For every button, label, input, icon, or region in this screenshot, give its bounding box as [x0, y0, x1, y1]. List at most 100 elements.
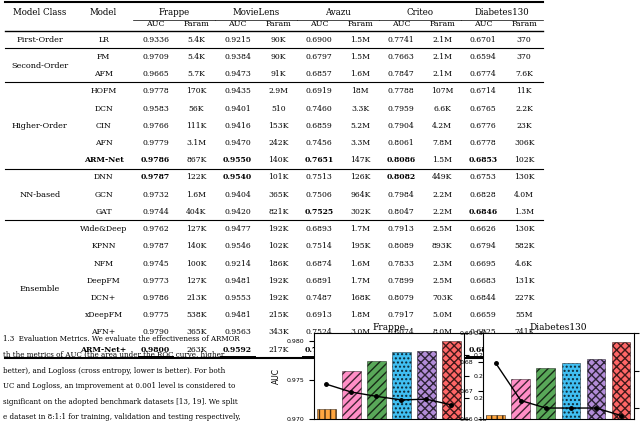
- Y-axis label: AUC: AUC: [271, 368, 280, 384]
- Text: 867K: 867K: [186, 156, 207, 164]
- Text: 168K: 168K: [350, 294, 371, 302]
- Text: 0.9384: 0.9384: [224, 53, 251, 61]
- Text: DeepFM: DeepFM: [87, 277, 120, 285]
- Text: Higher-Order: Higher-Order: [12, 122, 68, 130]
- Bar: [612, 342, 630, 419]
- Text: 0.9336: 0.9336: [142, 36, 169, 44]
- Text: 11K: 11K: [516, 87, 532, 95]
- Bar: [442, 341, 461, 419]
- Text: 217K: 217K: [268, 346, 289, 353]
- Text: 1.5M: 1.5M: [432, 156, 452, 164]
- Text: 4.6K: 4.6K: [515, 260, 533, 267]
- Text: 127K: 127K: [186, 277, 207, 285]
- Text: better), and Logloss (cross entropy, lower is better). For both: better), and Logloss (cross entropy, low…: [3, 367, 225, 375]
- Text: 365K: 365K: [186, 329, 207, 336]
- Text: 0.7833: 0.7833: [388, 260, 415, 267]
- Text: 370: 370: [516, 53, 532, 61]
- Text: 0.8047: 0.8047: [388, 208, 415, 216]
- Text: 0.6891: 0.6891: [306, 277, 333, 285]
- Text: 0.9473: 0.9473: [224, 70, 251, 78]
- Text: 0.6828: 0.6828: [470, 190, 497, 199]
- Text: 0.9779: 0.9779: [142, 139, 169, 147]
- Text: 1.3M: 1.3M: [432, 346, 452, 353]
- Text: Ensemble: Ensemble: [20, 286, 60, 293]
- Y-axis label: Logloss: Logloss: [490, 362, 499, 390]
- Text: 0.9709: 0.9709: [142, 53, 169, 61]
- Text: 2.2K: 2.2K: [515, 104, 533, 113]
- Text: 0.6778: 0.6778: [470, 139, 497, 147]
- Text: 0.7899: 0.7899: [388, 277, 415, 285]
- Text: 0.9762: 0.9762: [142, 225, 169, 233]
- Text: 0.7917: 0.7917: [388, 311, 415, 319]
- Text: 0.6919: 0.6919: [306, 87, 333, 95]
- Text: 0.9540: 0.9540: [223, 173, 252, 181]
- Text: MovieLens: MovieLens: [232, 8, 280, 17]
- Text: 0.6797: 0.6797: [306, 53, 333, 61]
- Text: 0.6776: 0.6776: [470, 122, 497, 130]
- Text: Param: Param: [429, 19, 455, 28]
- Text: 153K: 153K: [268, 122, 289, 130]
- Text: 0.9766: 0.9766: [142, 122, 169, 130]
- Text: 0.9773: 0.9773: [142, 277, 169, 285]
- Text: 0.8090: 0.8090: [387, 346, 416, 353]
- Bar: [417, 351, 436, 419]
- Text: 90K: 90K: [271, 36, 286, 44]
- Text: 538K: 538K: [186, 311, 207, 319]
- Text: 0.9744: 0.9744: [142, 208, 169, 216]
- Text: 101K: 101K: [268, 173, 289, 181]
- Text: Model: Model: [90, 8, 117, 17]
- Text: Frappe: Frappe: [159, 8, 189, 17]
- Text: 3.1M: 3.1M: [186, 139, 207, 147]
- Text: 0.9214: 0.9214: [224, 260, 251, 267]
- Text: 0.9404: 0.9404: [224, 190, 251, 199]
- Text: 130K: 130K: [514, 225, 534, 233]
- Text: 1.3M: 1.3M: [514, 208, 534, 216]
- Text: 0.6626: 0.6626: [470, 225, 497, 233]
- Text: 3.3K: 3.3K: [351, 104, 369, 113]
- Text: 2.2M: 2.2M: [432, 208, 452, 216]
- Text: 0.7525: 0.7525: [305, 208, 334, 216]
- Text: 7.8M: 7.8M: [432, 139, 452, 147]
- Text: 0.7663: 0.7663: [388, 53, 415, 61]
- Text: xDeepFM: xDeepFM: [84, 311, 123, 319]
- Text: AFM: AFM: [94, 70, 113, 78]
- Text: CIN: CIN: [96, 122, 111, 130]
- Text: 7.6K: 7.6K: [515, 70, 533, 78]
- Text: Param: Param: [511, 19, 537, 28]
- Text: 18M: 18M: [351, 87, 369, 95]
- Text: 263K: 263K: [186, 346, 207, 353]
- Text: 215K: 215K: [268, 311, 289, 319]
- Text: 0.6900: 0.6900: [306, 36, 333, 44]
- Text: 100K: 100K: [186, 260, 207, 267]
- Text: 0.7913: 0.7913: [388, 225, 415, 233]
- Text: 0.6714: 0.6714: [470, 87, 497, 95]
- Text: 0.6794: 0.6794: [470, 243, 497, 250]
- Text: 102K: 102K: [514, 156, 534, 164]
- Text: KPNN: KPNN: [92, 243, 116, 250]
- Text: 0.8074: 0.8074: [388, 329, 415, 336]
- Text: 0.7456: 0.7456: [306, 139, 333, 147]
- Text: 2.1M: 2.1M: [432, 36, 452, 44]
- Text: 0.6683: 0.6683: [470, 277, 497, 285]
- Text: 0.9786: 0.9786: [141, 156, 170, 164]
- Text: 0.6753: 0.6753: [470, 173, 497, 181]
- Text: 0.9665: 0.9665: [142, 70, 169, 78]
- Text: 56K: 56K: [189, 104, 204, 113]
- Text: 0.6857: 0.6857: [306, 70, 333, 78]
- Text: 2.1M: 2.1M: [432, 53, 452, 61]
- Text: 3.3M: 3.3M: [350, 139, 371, 147]
- Text: 0.9481: 0.9481: [224, 311, 251, 319]
- Text: UC and Logloss, an improvement at 0.001 level is considered to: UC and Logloss, an improvement at 0.001 …: [3, 382, 236, 390]
- Text: 0.6893: 0.6893: [306, 225, 333, 233]
- Text: 242K: 242K: [268, 139, 289, 147]
- Text: 23K: 23K: [516, 122, 532, 130]
- Text: 0.9435: 0.9435: [224, 87, 251, 95]
- Text: 186K: 186K: [268, 260, 289, 267]
- Text: 0.7514: 0.7514: [306, 243, 333, 250]
- Text: 0.6853: 0.6853: [468, 156, 498, 164]
- Text: Diabetes130: Diabetes130: [474, 8, 529, 17]
- Text: 0.9787: 0.9787: [142, 243, 169, 250]
- Text: 0.6859: 0.6859: [306, 122, 333, 130]
- Text: FM: FM: [97, 53, 110, 61]
- Text: 0.6871: 0.6871: [468, 346, 498, 353]
